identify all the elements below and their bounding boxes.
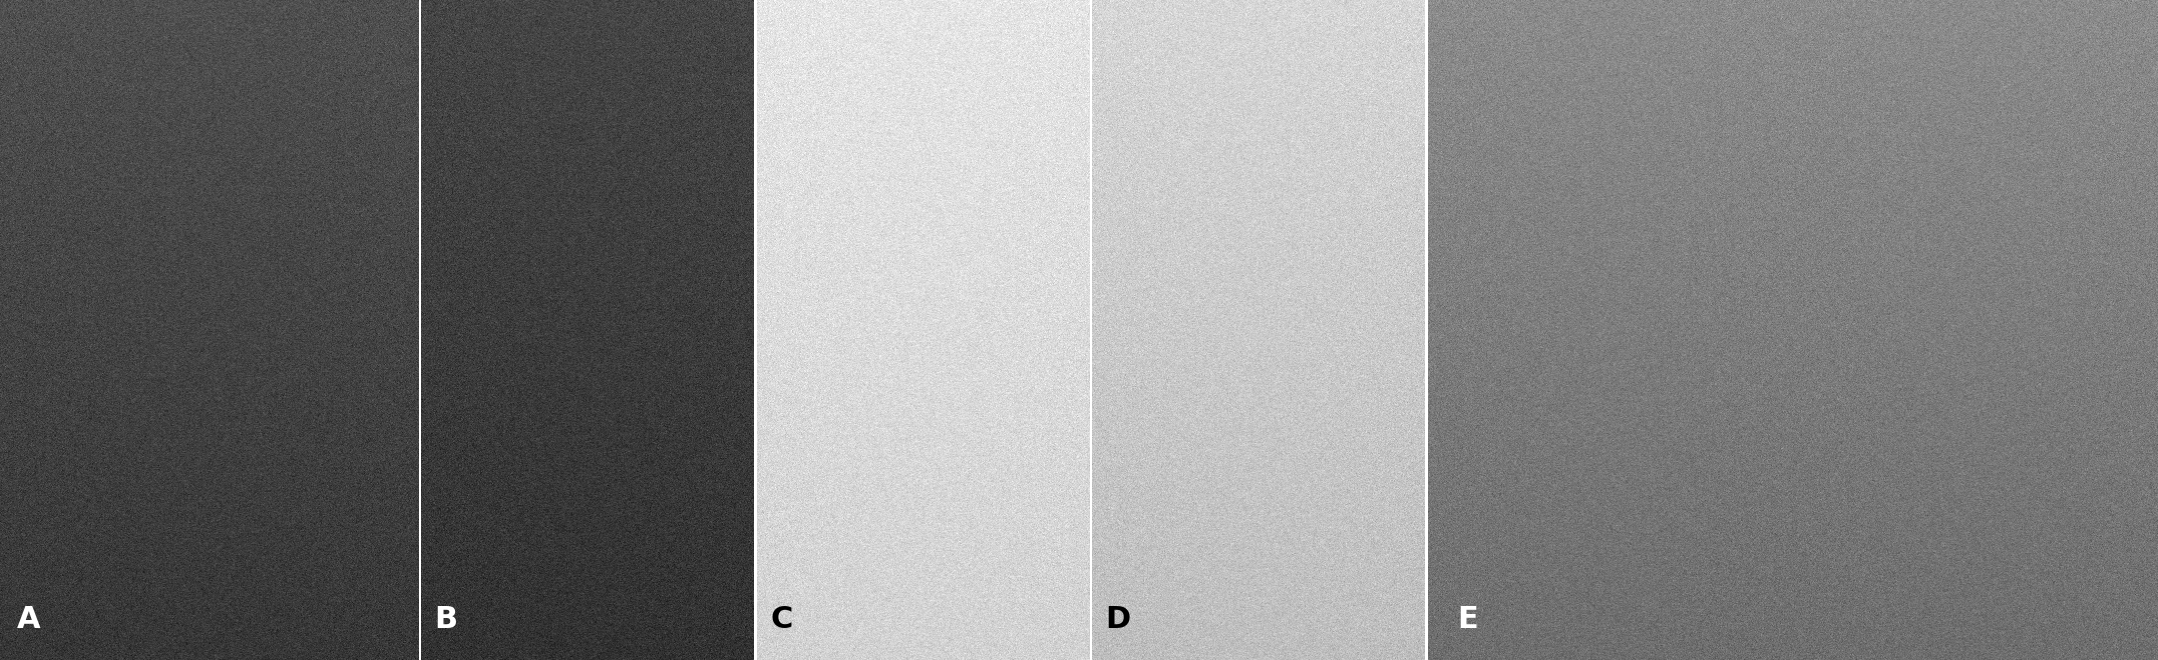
Text: C: C bbox=[770, 605, 792, 634]
Text: B: B bbox=[434, 605, 457, 634]
Text: A: A bbox=[17, 605, 41, 634]
Text: D: D bbox=[1105, 605, 1131, 634]
Text: E: E bbox=[1457, 605, 1478, 634]
